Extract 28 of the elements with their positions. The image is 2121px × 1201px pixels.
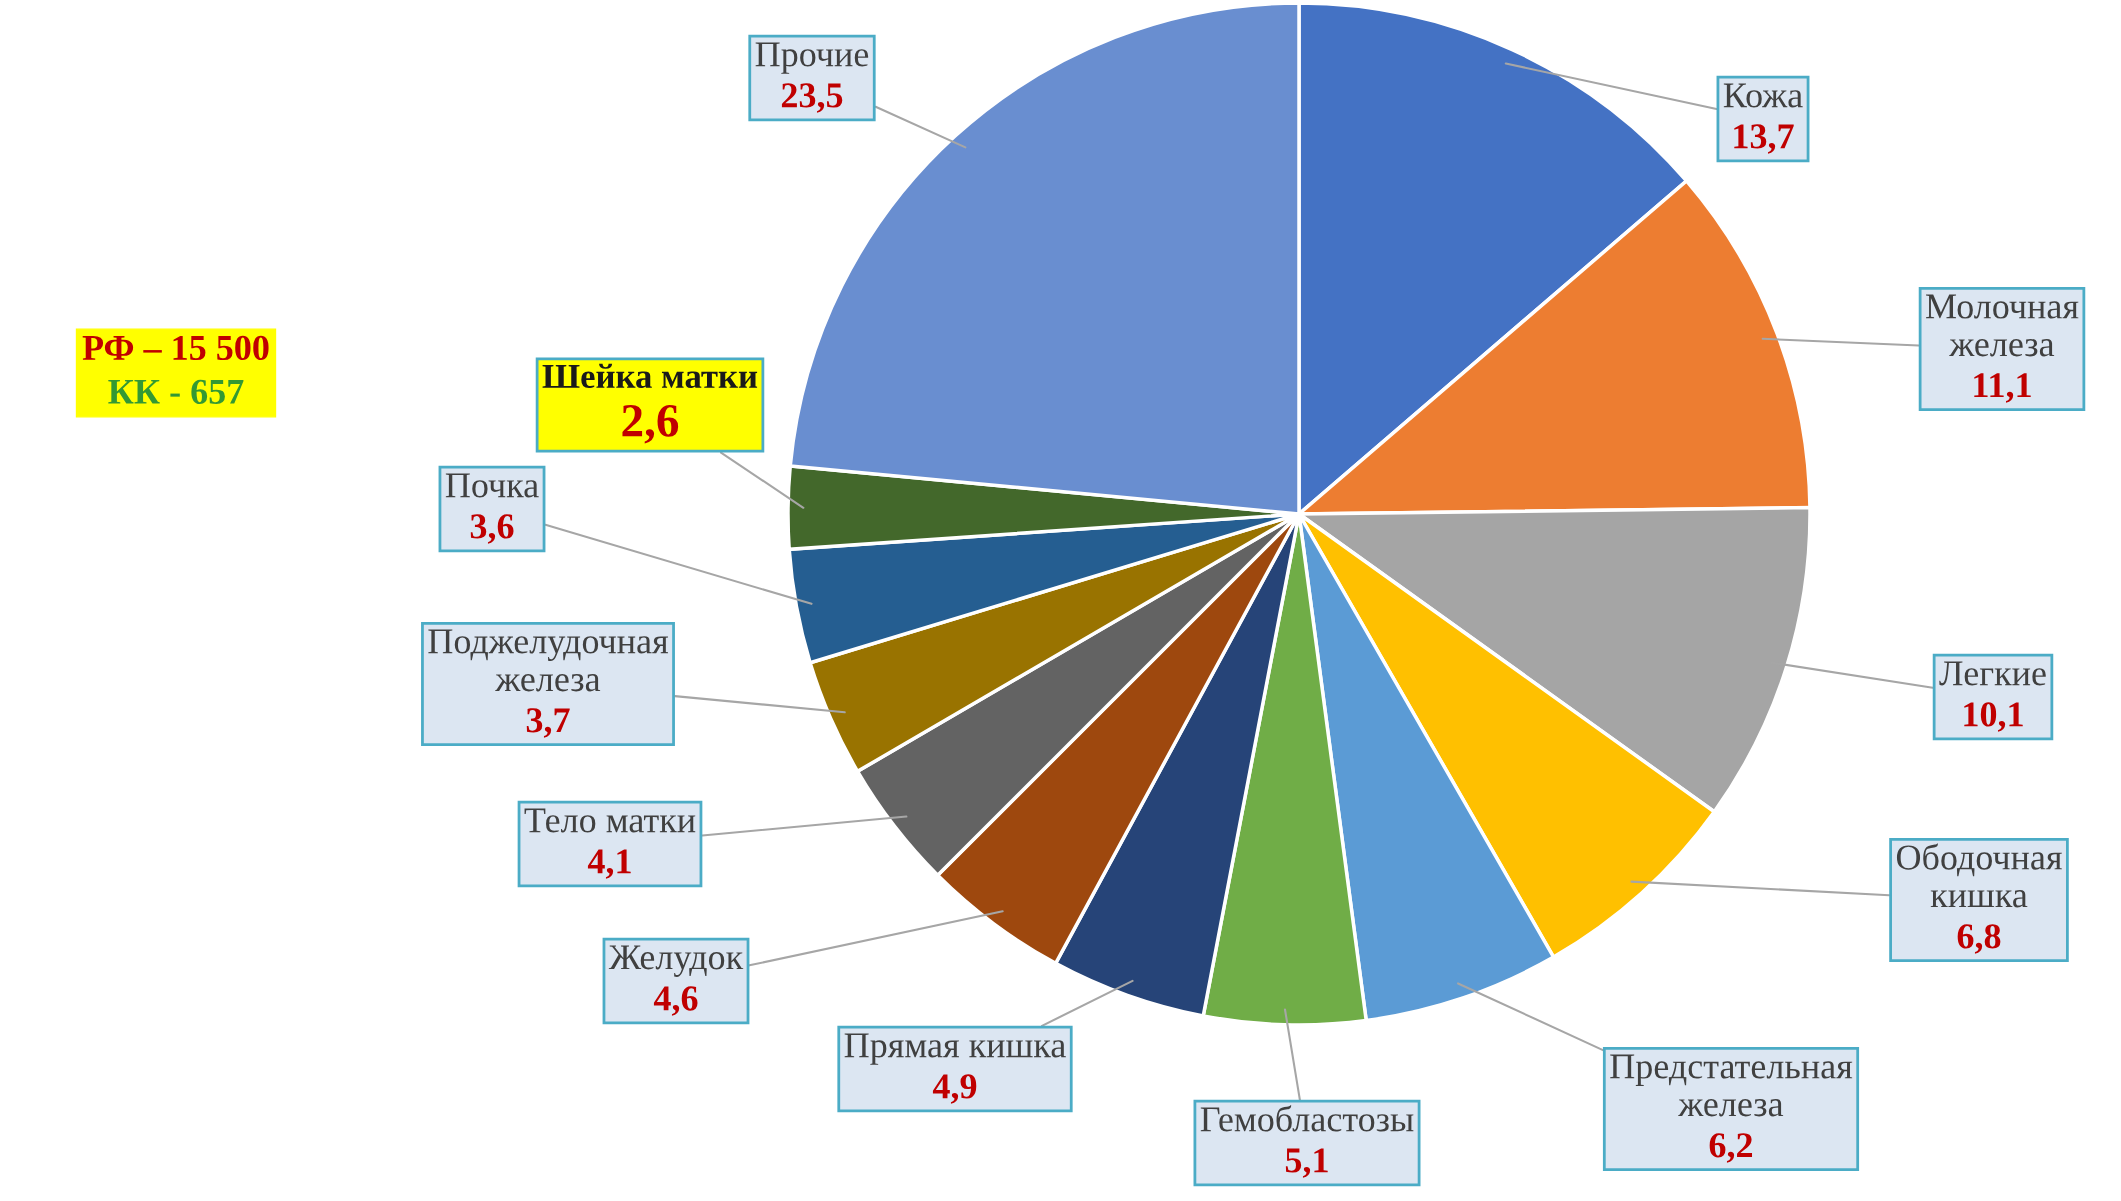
slice-label: Кожа xyxy=(1723,83,1803,108)
slice-label: Ободочная кишка xyxy=(1896,843,2062,908)
slice-label: Прямая кишка xyxy=(844,1033,1066,1065)
slice-label: Прочие xyxy=(755,42,869,74)
data-label: 13,7 xyxy=(1734,124,1794,154)
data-label: 11,1 xyxy=(1974,373,2031,403)
data-label: 2,6 xyxy=(622,405,679,444)
data-label: 5,1 xyxy=(1285,1148,1328,1178)
data-label: 23,5 xyxy=(781,83,843,113)
slice-label: Гемобластозы xyxy=(1200,1105,1414,1132)
text: РФ – 15 500 xyxy=(82,335,269,361)
data-label: 4,1 xyxy=(587,849,631,879)
data-label: 4,9 xyxy=(932,1074,977,1104)
slice-label: Легкие xyxy=(1939,661,2046,686)
data-label: 4,6 xyxy=(653,986,698,1016)
data-label: 3,6 xyxy=(470,514,514,544)
slice-label: Шейка матки xyxy=(542,363,758,389)
data-label: 3,7 xyxy=(526,708,570,738)
slice-label: Тело матки xyxy=(524,808,696,833)
data-label: 6,8 xyxy=(1957,924,2001,954)
text: КК - 657 xyxy=(108,379,244,404)
slice-label: Предстательная железа xyxy=(1610,1054,1853,1117)
slice-label: Желудок xyxy=(608,945,744,977)
slice-label: Молочная железа xyxy=(1926,294,2079,357)
slice-label: Поджелудочная железа xyxy=(428,629,669,692)
slice-label: Почка xyxy=(445,473,539,498)
data-label: 10,1 xyxy=(1964,702,2023,732)
data-label: 6,2 xyxy=(1709,1133,1753,1163)
